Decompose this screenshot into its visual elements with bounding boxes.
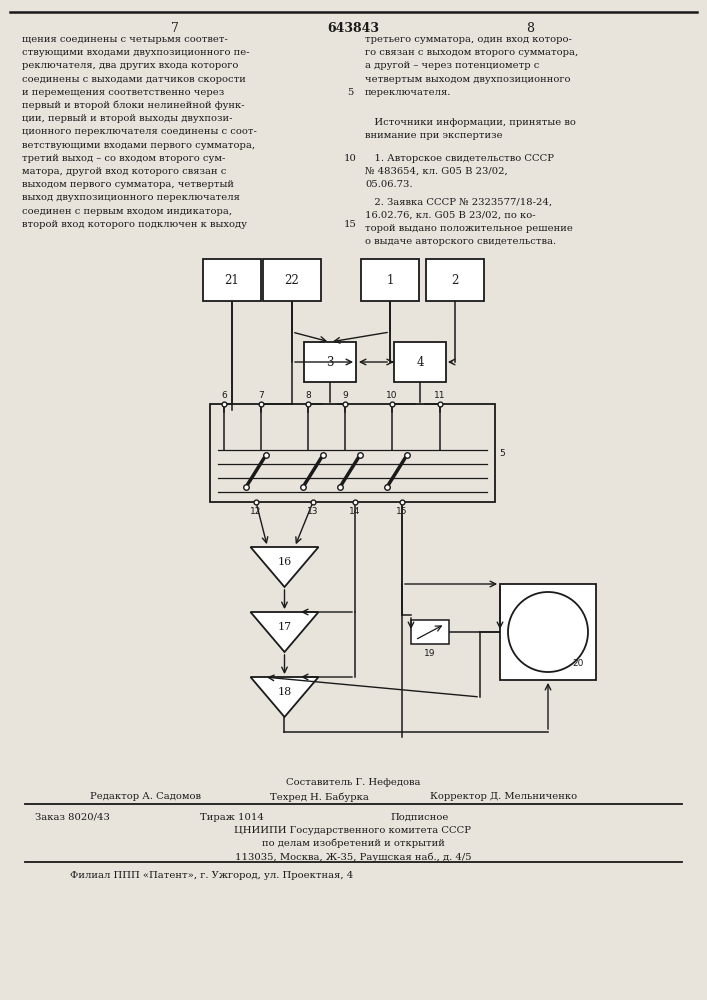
Polygon shape — [250, 612, 318, 652]
Text: первый и второй блоки нелинейной функ-: первый и второй блоки нелинейной функ- — [22, 101, 245, 110]
Bar — [394, 342, 446, 382]
Text: торой выдано положительное решение: торой выдано положительное решение — [365, 224, 573, 233]
Text: 16: 16 — [277, 557, 291, 567]
Text: Редактор А. Садомов: Редактор А. Садомов — [90, 792, 201, 801]
Text: четвертым выходом двухпозиционного: четвертым выходом двухпозиционного — [365, 75, 571, 84]
Text: 2: 2 — [451, 273, 459, 286]
Bar — [500, 584, 596, 680]
Text: Тираж 1014: Тираж 1014 — [200, 813, 264, 822]
Text: 7: 7 — [258, 391, 264, 400]
Text: го связан с выходом второго сумматора,: го связан с выходом второго сумматора, — [365, 48, 578, 57]
Text: внимание при экспертизе: внимание при экспертизе — [365, 131, 503, 140]
Text: ЦНИИПИ Государственного комитета СССР: ЦНИИПИ Государственного комитета СССР — [235, 826, 472, 835]
Text: 16.02.76, кл. G05 B 23/02, по ко-: 16.02.76, кл. G05 B 23/02, по ко- — [365, 211, 536, 220]
Text: 17: 17 — [277, 622, 291, 632]
Text: 05.06.73.: 05.06.73. — [365, 180, 412, 189]
Polygon shape — [250, 677, 318, 717]
Text: 15: 15 — [344, 220, 356, 229]
Text: 13: 13 — [308, 507, 319, 516]
Text: 9: 9 — [342, 391, 348, 400]
Bar — [426, 259, 484, 301]
Text: ветствующими входами первого сумматора,: ветствующими входами первого сумматора, — [22, 141, 255, 150]
Text: реключателя, два других входа которого: реключателя, два других входа которого — [22, 61, 238, 70]
Text: 10: 10 — [386, 391, 398, 400]
Text: Подписное: Подписное — [390, 813, 448, 822]
Text: соединен с первым входом индикатора,: соединен с первым входом индикатора, — [22, 207, 232, 216]
Text: 113035, Москва, Ж-35, Раушская наб., д. 4/5: 113035, Москва, Ж-35, Раушская наб., д. … — [235, 852, 472, 861]
Text: Корректор Д. Мельниченко: Корректор Д. Мельниченко — [430, 792, 577, 801]
Text: Заказ 8020/43: Заказ 8020/43 — [35, 813, 110, 822]
Text: 2. Заявка СССР № 2323577/18-24,: 2. Заявка СССР № 2323577/18-24, — [365, 197, 552, 206]
Text: 5: 5 — [347, 88, 354, 97]
Text: Источники информации, принятые во: Источники информации, принятые во — [365, 118, 576, 127]
Text: 4: 4 — [416, 356, 423, 368]
Text: 7: 7 — [171, 22, 179, 35]
Text: 643843: 643843 — [327, 22, 379, 35]
Text: 8: 8 — [305, 391, 311, 400]
Bar — [361, 259, 419, 301]
Text: 1. Авторское свидетельство СССР: 1. Авторское свидетельство СССР — [365, 154, 554, 163]
Text: 20: 20 — [573, 659, 584, 668]
Text: Техред Н. Бабурка: Техред Н. Бабурка — [270, 792, 369, 802]
Polygon shape — [250, 547, 318, 587]
Text: соединены с выходами датчиков скорости: соединены с выходами датчиков скорости — [22, 75, 246, 84]
Text: третий выход – со входом второго сум-: третий выход – со входом второго сум- — [22, 154, 226, 163]
Text: переключателя.: переключателя. — [365, 88, 451, 97]
Text: 1: 1 — [386, 273, 394, 286]
Text: 12: 12 — [250, 507, 262, 516]
Text: а другой – через потенциометр с: а другой – через потенциометр с — [365, 61, 539, 70]
Text: 18: 18 — [277, 687, 291, 697]
Text: третьего сумматора, один вход которо-: третьего сумматора, один вход которо- — [365, 35, 572, 44]
Text: второй вход которого подключен к выходу: второй вход которого подключен к выходу — [22, 220, 247, 229]
Bar — [210, 404, 495, 502]
Text: 15: 15 — [396, 507, 408, 516]
Text: 6: 6 — [221, 391, 227, 400]
Text: 19: 19 — [424, 649, 436, 658]
Text: Составитель Г. Нефедова: Составитель Г. Нефедова — [286, 778, 420, 787]
Bar — [263, 259, 321, 301]
Text: матора, другой вход которого связан с: матора, другой вход которого связан с — [22, 167, 226, 176]
Text: 14: 14 — [349, 507, 361, 516]
Text: по делам изобретений и открытий: по делам изобретений и открытий — [262, 839, 445, 848]
Text: 5: 5 — [499, 448, 505, 458]
Text: ции, первый и второй выходы двухпози-: ции, первый и второй выходы двухпози- — [22, 114, 233, 123]
Text: 22: 22 — [285, 273, 299, 286]
Text: щения соединены с четырьмя соответ-: щения соединены с четырьмя соответ- — [22, 35, 228, 44]
Bar — [411, 620, 449, 644]
Text: 3: 3 — [326, 356, 334, 368]
Text: ционного переключателя соединены с соот-: ционного переключателя соединены с соот- — [22, 127, 257, 136]
Text: 10: 10 — [344, 154, 356, 163]
Bar — [203, 259, 261, 301]
Text: 11: 11 — [434, 391, 445, 400]
Text: и перемещения соответственно через: и перемещения соответственно через — [22, 88, 224, 97]
Text: выходом первого сумматора, четвертый: выходом первого сумматора, четвертый — [22, 180, 234, 189]
Text: ствующими входами двухпозиционного пе-: ствующими входами двухпозиционного пе- — [22, 48, 250, 57]
Bar — [304, 342, 356, 382]
Text: 21: 21 — [225, 273, 240, 286]
Text: выход двухпозиционного переключателя: выход двухпозиционного переключателя — [22, 193, 240, 202]
Text: 8: 8 — [526, 22, 534, 35]
Text: № 483654, кл. G05 B 23/02,: № 483654, кл. G05 B 23/02, — [365, 167, 508, 176]
Text: Филиал ППП «Патент», г. Ужгород, ул. Проектная, 4: Филиал ППП «Патент», г. Ужгород, ул. Про… — [70, 871, 354, 880]
Text: о выдаче авторского свидетельства.: о выдаче авторского свидетельства. — [365, 237, 556, 246]
